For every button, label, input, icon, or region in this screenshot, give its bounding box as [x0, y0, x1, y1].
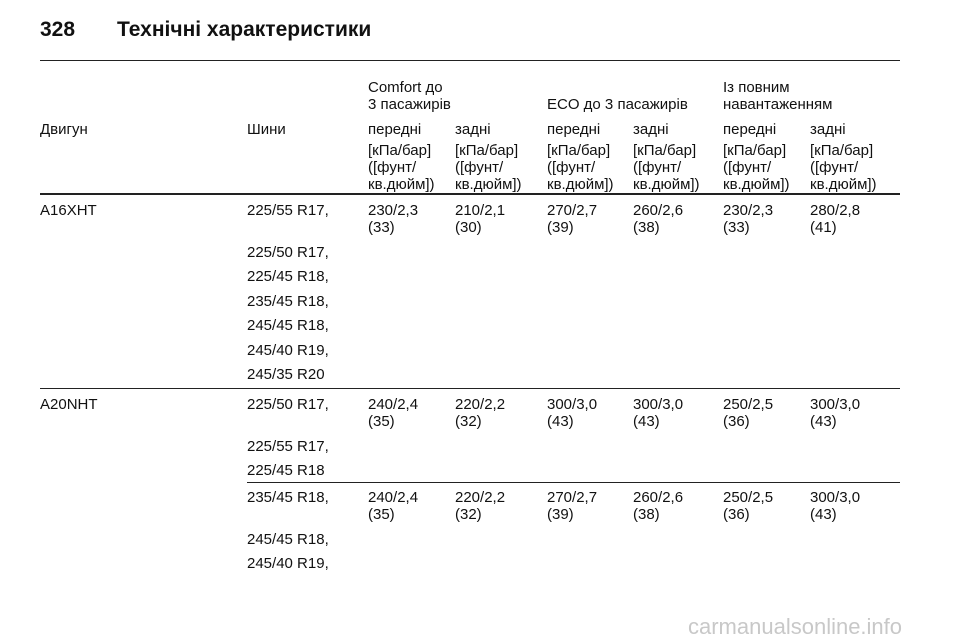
- pressure: (33): [723, 219, 750, 236]
- tyre: 225/55 R17,: [247, 437, 329, 455]
- pressure: 260/2,6: [633, 489, 684, 506]
- tyre: 245/40 R19,: [247, 555, 329, 572]
- page-title: Технічні характеристики: [117, 18, 372, 41]
- pressure: (43): [633, 413, 660, 430]
- tyre: 225/55 R17,: [247, 202, 329, 219]
- pressure: 300/3,0: [633, 396, 684, 413]
- pressure: (39): [547, 219, 574, 236]
- pressure: (35): [368, 506, 395, 523]
- tyre: 235/45 R18,: [247, 489, 329, 506]
- column-header: передні: [368, 121, 422, 138]
- pressure: (41): [810, 219, 837, 236]
- tyre: 235/45 R18,: [247, 292, 329, 310]
- column-header: Двигун: [40, 121, 88, 138]
- group-header: Comfort до: [368, 79, 443, 96]
- rule: [247, 482, 900, 483]
- tyre: 245/45 R18,: [247, 317, 329, 334]
- pressure: 250/2,5: [723, 396, 774, 413]
- pressure: 300/3,0: [810, 396, 861, 413]
- pressure: 270/2,7: [547, 202, 598, 219]
- page-number: 328: [40, 18, 76, 41]
- unit: кв.дюйм]): [455, 176, 522, 193]
- pressure: (36): [723, 413, 750, 430]
- tyre: 225/50 R17,: [247, 396, 329, 413]
- pressure: 280/2,8: [810, 202, 861, 219]
- column-header: задні: [455, 121, 491, 138]
- column-header: Шини: [247, 121, 286, 138]
- pressure: (32): [455, 506, 482, 523]
- unit: кв.дюйм]): [633, 176, 700, 193]
- engine: A16XHT: [40, 202, 97, 219]
- tyre: 225/50 R17,: [247, 243, 329, 261]
- engine: A20NHT: [40, 396, 98, 413]
- rule: [40, 388, 900, 389]
- tyre: 245/45 R18,: [247, 530, 329, 548]
- unit: кв.дюйм]): [547, 176, 614, 193]
- pressure: (38): [633, 506, 660, 523]
- pressure: (36): [723, 506, 750, 523]
- pressure: (43): [810, 506, 837, 523]
- pressure: 270/2,7: [547, 489, 598, 506]
- watermark: carmanualsonline.info: [688, 614, 903, 639]
- unit: кв.дюйм]): [368, 176, 435, 193]
- pressure: 240/2,4: [368, 489, 419, 506]
- rule: [40, 60, 900, 61]
- unit: ([фунт/: [810, 159, 859, 176]
- pressure: (43): [810, 413, 837, 430]
- column-header: передні: [547, 121, 601, 138]
- unit: [кПа/бар]: [547, 142, 611, 159]
- unit: [кПа/бар]: [723, 142, 787, 159]
- unit: [кПа/бар]: [810, 142, 874, 159]
- unit: ([фунт/: [723, 159, 772, 176]
- pressure: 240/2,4: [368, 396, 419, 413]
- pressure: (35): [368, 413, 395, 430]
- unit: [кПа/бар]: [633, 142, 697, 159]
- unit: кв.дюйм]): [723, 176, 790, 193]
- pressure: 220/2,2: [455, 396, 506, 413]
- pressure: (38): [633, 219, 660, 236]
- pressure: 230/2,3: [368, 202, 419, 219]
- unit: кв.дюйм]): [810, 176, 877, 193]
- unit: ([фунт/: [368, 159, 417, 176]
- pressure: (30): [455, 219, 482, 236]
- tyre: 225/45 R18,: [247, 268, 329, 285]
- rule: [40, 193, 900, 195]
- pressure: 220/2,2: [455, 489, 506, 506]
- pressure: (33): [368, 219, 395, 236]
- column-header: задні: [633, 121, 669, 138]
- unit: ([фунт/: [547, 159, 596, 176]
- pressure: 300/3,0: [810, 489, 861, 506]
- unit: ([фунт/: [633, 159, 682, 176]
- tyre: 225/45 R18: [247, 462, 325, 479]
- pressure: (39): [547, 506, 574, 523]
- tyre: 245/35 R20: [247, 366, 325, 383]
- column-header: задні: [810, 121, 846, 138]
- column-header: передні: [723, 121, 777, 138]
- pressure: 300/3,0: [547, 396, 598, 413]
- group-header: навантаженням: [723, 96, 833, 113]
- pressure: 250/2,5: [723, 489, 774, 506]
- pressure: 260/2,6: [633, 202, 684, 219]
- unit: ([фунт/: [455, 159, 504, 176]
- pressure: 230/2,3: [723, 202, 774, 219]
- group-header: 3 пасажирів: [368, 96, 451, 113]
- tyre: 245/40 R19,: [247, 341, 329, 359]
- group-header: ECO до 3 пасажирів: [547, 96, 688, 113]
- pressure: 210/2,1: [455, 202, 506, 219]
- unit: [кПа/бар]: [368, 142, 432, 159]
- unit: [кПа/бар]: [455, 142, 519, 159]
- group-header: Із повним: [723, 79, 790, 96]
- pressure: (32): [455, 413, 482, 430]
- pressure: (43): [547, 413, 574, 430]
